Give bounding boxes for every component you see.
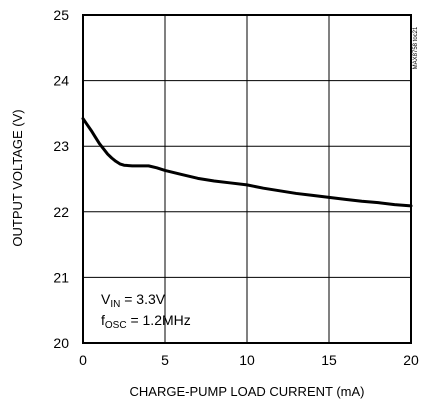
- y-tick-label: 25: [53, 7, 69, 23]
- y-tick-labels: 20 21 22 23 24 25: [53, 7, 69, 351]
- y-tick-label: 24: [53, 73, 69, 89]
- x-tick-labels: 0 5 10 15 20: [79, 352, 419, 368]
- y-tick-label: 21: [53, 269, 69, 285]
- y-tick-label: 23: [53, 138, 69, 154]
- x-tick-label: 0: [79, 352, 87, 368]
- x-tick-label: 20: [403, 352, 419, 368]
- plot-frame: [82, 14, 412, 344]
- annotation-fosc: fOSC = 1.2MHz: [101, 312, 191, 331]
- x-tick-label: 5: [161, 352, 169, 368]
- y-axis-title: OUTPUT VOLTAGE (V): [10, 109, 25, 246]
- x-tick-label: 15: [321, 352, 337, 368]
- watermark: MAX8758 toc21: [413, 26, 419, 69]
- output-voltage-line: [81, 117, 413, 208]
- y-tick-label: 20: [53, 335, 69, 351]
- x-axis-title: CHARGE-PUMP LOAD CURRENT (mA): [130, 384, 365, 399]
- x-tick-label: 10: [239, 352, 255, 368]
- y-tick-label: 22: [53, 204, 69, 220]
- annotation-vin: VIN = 3.3V: [101, 291, 166, 310]
